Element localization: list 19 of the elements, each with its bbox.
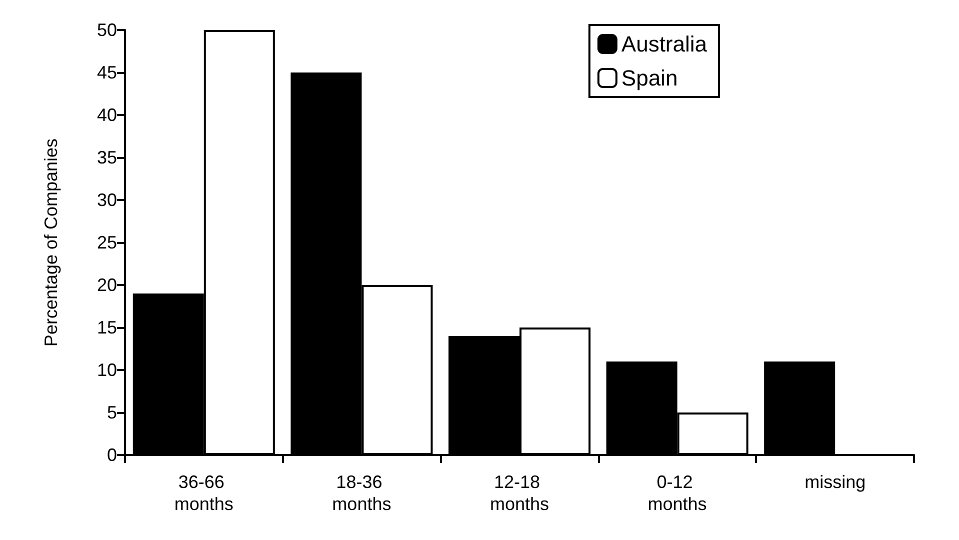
x-tick-label: 12-18 months bbox=[490, 472, 550, 514]
y-tick-label: 30 bbox=[96, 190, 117, 210]
y-tick-label: 50 bbox=[96, 20, 117, 40]
y-tick-label: 45 bbox=[96, 62, 117, 82]
y-tick-label: 10 bbox=[96, 360, 117, 380]
legend-label: Spain bbox=[621, 66, 678, 90]
y-tick-label: 20 bbox=[96, 275, 117, 295]
y-tick-label: 40 bbox=[96, 105, 117, 125]
legend-label: Australia bbox=[621, 32, 708, 56]
y-tick-label: 25 bbox=[96, 232, 117, 252]
y-axis-title: Percentage of Companies bbox=[41, 138, 61, 347]
y-tick-label: 5 bbox=[106, 402, 117, 422]
x-tick-label: 0-12 months bbox=[648, 472, 707, 514]
y-tick-label: 0 bbox=[106, 445, 117, 465]
x-tick-label: missing bbox=[804, 472, 866, 492]
x-tick-label: 18-36 months bbox=[332, 472, 392, 514]
y-tick-label: 15 bbox=[96, 318, 117, 338]
y-tick-label: 35 bbox=[96, 148, 117, 168]
x-tick-label: 36-66 months bbox=[174, 472, 234, 514]
